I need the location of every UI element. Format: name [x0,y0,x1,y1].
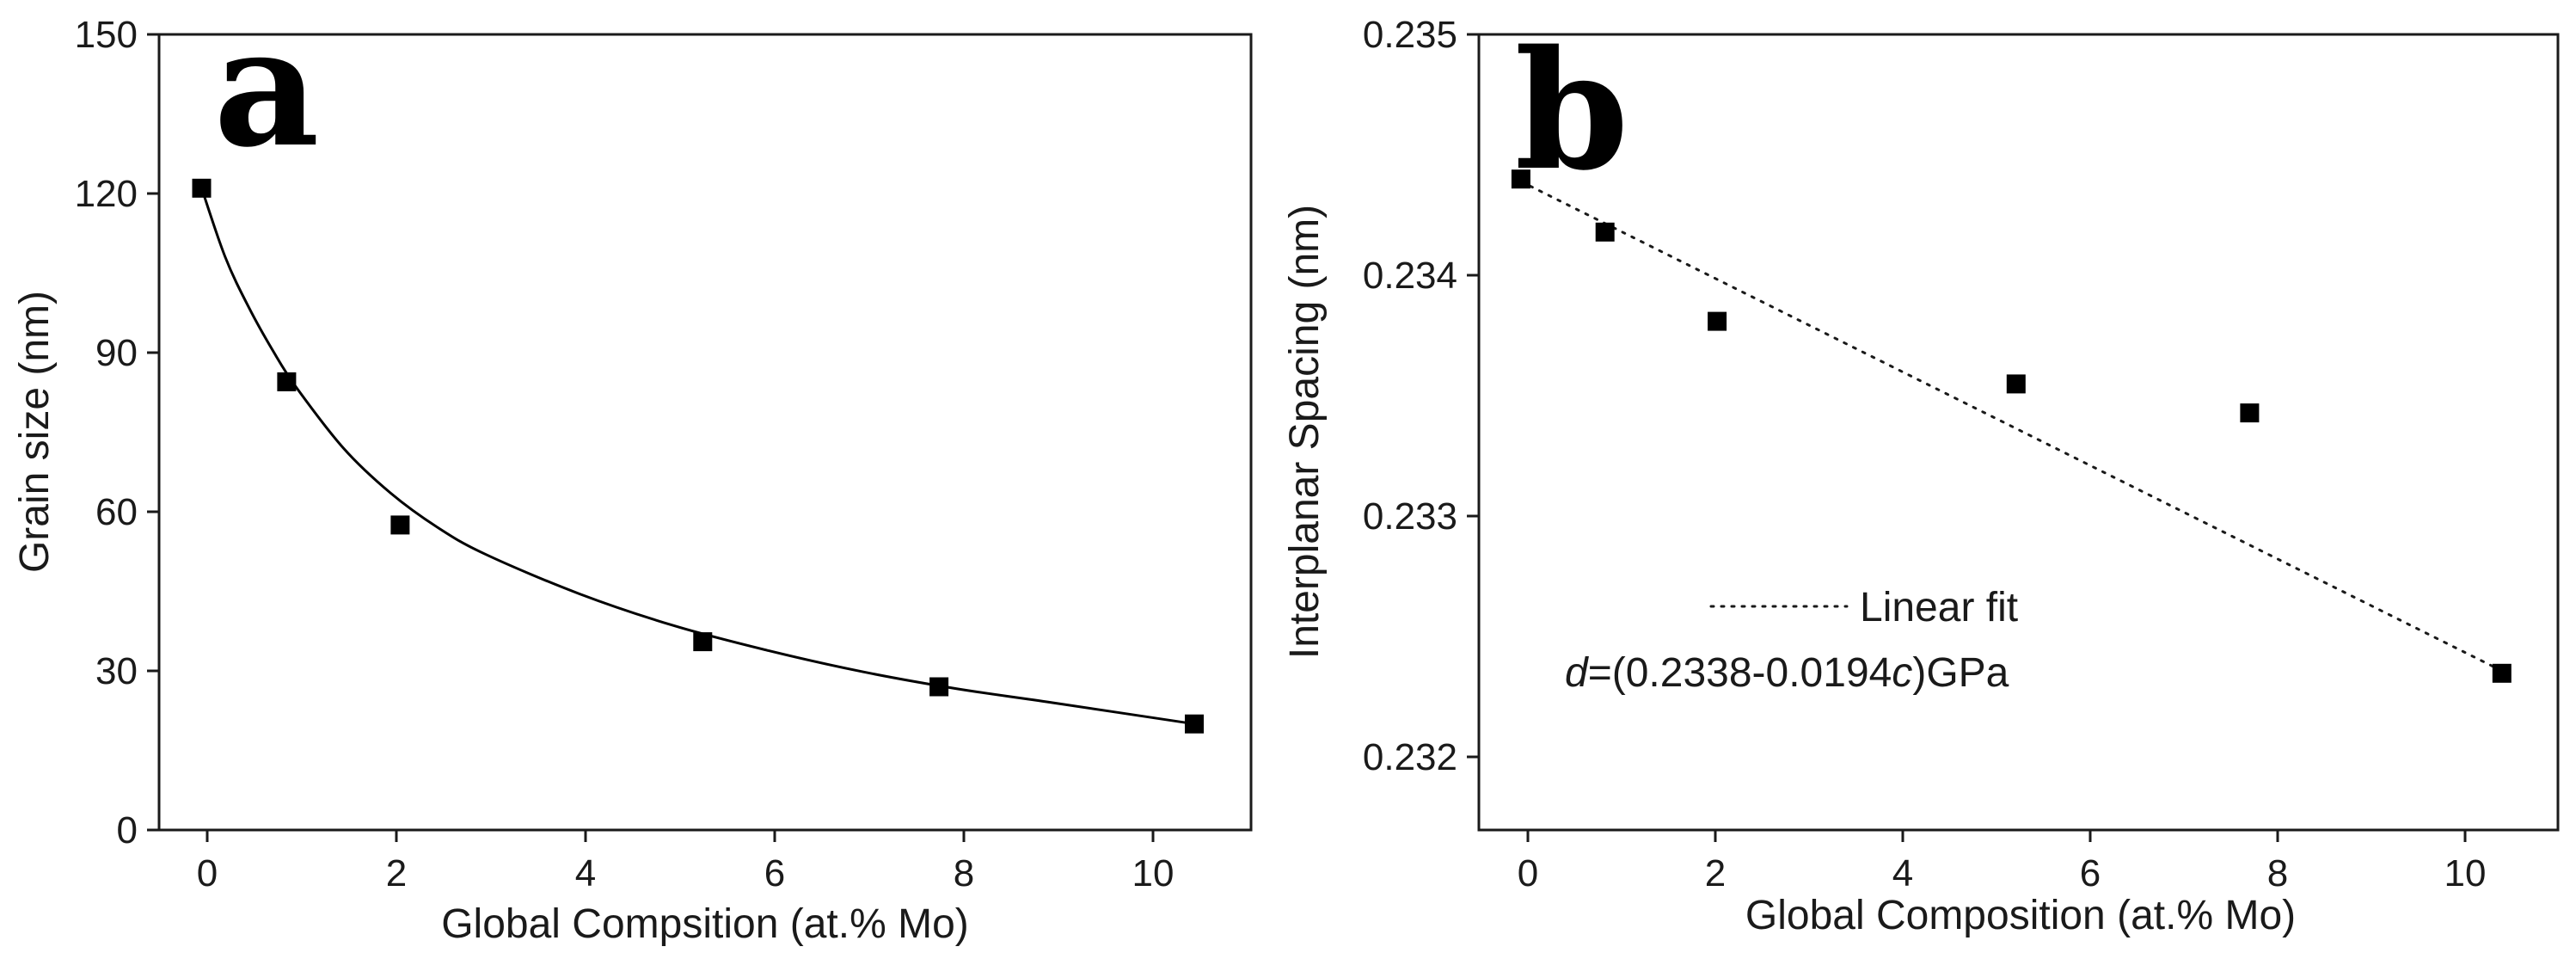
panel-b-fit-line [1519,180,2504,673]
panel-a-x-tick-label: 10 [1132,852,1175,894]
panel-a-y-tick-label: 0 [117,809,138,851]
panel-b-y-tick-label: 0.235 [1363,14,1457,56]
panel-a-x-tick-label: 8 [954,852,974,894]
panel-a-x-tick-label: 0 [197,852,218,894]
panel-a-letter: a [213,0,319,183]
panel-a: 0 2 4 6 8 10 0 30 60 90 120 150 Global C… [12,0,1253,947]
panel-a-data-point [693,632,713,652]
panel-a-y-tick-labels: 0 30 60 90 120 150 [75,14,138,851]
panel-a-x-tick-label: 4 [575,852,596,894]
panel-a-data-point [1185,714,1204,734]
panel-b-data-point [2006,374,2026,394]
panel-a-data-point [192,178,212,198]
panel-b-data-point [2240,403,2260,423]
panel-a-x-tick-label: 2 [386,852,407,894]
panel-a-x-axis-label: Global Compsition (at.% Mo) [441,901,969,947]
panel-b-markers [1511,169,2512,683]
panel-a-data-point [929,677,949,697]
panel-b-data-point [1511,169,1530,189]
panel-b-x-tick-label: 4 [1892,852,1913,894]
panel-a-x-tick-label: 6 [764,852,785,894]
panel-b-x-tick-label: 2 [1705,852,1726,894]
panel-b-y-ticks [1467,33,1479,759]
equation-variable-c: c [1892,650,1912,696]
panel-b-y-tick-label: 0.234 [1363,255,1457,297]
panel-a-x-ticks [205,830,1155,842]
panel-a-y-tick-label: 120 [75,173,138,215]
panel-b-legend: Linear fit d=(0.2338-0.0194c)GPa [1565,585,2018,696]
panel-b-y-axis-label: Interplanar Spacing (nm) [1282,205,1328,659]
panel-a-y-tick-label: 60 [95,491,138,533]
panel-b-x-tick-label: 10 [2444,852,2487,894]
panel-a-y-tick-label: 150 [75,14,138,56]
panel-a-y-tick-label: 30 [95,650,138,692]
panel-b-plot-frame [1477,33,2560,832]
panel-b-legend-equation: d=(0.2338-0.0194c)GPa [1565,650,2009,696]
equation-tail: )GPa [1912,650,2009,696]
panel-a-y-axis-label: Grain size (nm) [12,291,58,573]
panel-a-fit-curve [200,187,1195,726]
panel-b-x-tick-label: 0 [1518,852,1538,894]
panel-a-data-point [390,515,410,535]
panel-a-plot-frame [157,33,1253,832]
panel-b: 0 2 4 6 8 10 0.232 0.233 0.234 0.235 Glo… [1282,14,2560,938]
panel-b-data-point [1595,222,1615,242]
panel-b-x-tick-label: 6 [2080,852,2101,894]
equation-variable-d: d [1565,650,1589,696]
panel-b-y-tick-label: 0.232 [1363,736,1457,778]
panel-b-letter: b [1515,15,1629,206]
panel-b-x-tick-labels: 0 2 4 6 8 10 [1518,852,2487,894]
panel-b-y-tick-labels: 0.232 0.233 0.234 0.235 [1363,14,1457,778]
panel-a-y-tick-label: 90 [95,332,138,374]
panel-a-markers [192,178,1204,734]
panel-b-y-tick-label: 0.233 [1363,495,1457,538]
equation-body: =(0.2338-0.0194 [1588,650,1892,696]
panel-b-x-axis-label: Global Composition (at.% Mo) [1745,893,2296,938]
panel-b-legend-label: Linear fit [1860,585,2018,630]
panel-b-data-point [2492,663,2512,683]
panel-a-x-tick-labels: 0 2 4 6 8 10 [197,852,1175,894]
panel-b-data-point [1708,311,1727,331]
panel-b-x-ticks [1526,830,2467,842]
panel-a-data-point [277,372,297,391]
panel-a-y-ticks [147,33,159,832]
panel-b-x-tick-label: 8 [2267,852,2288,894]
